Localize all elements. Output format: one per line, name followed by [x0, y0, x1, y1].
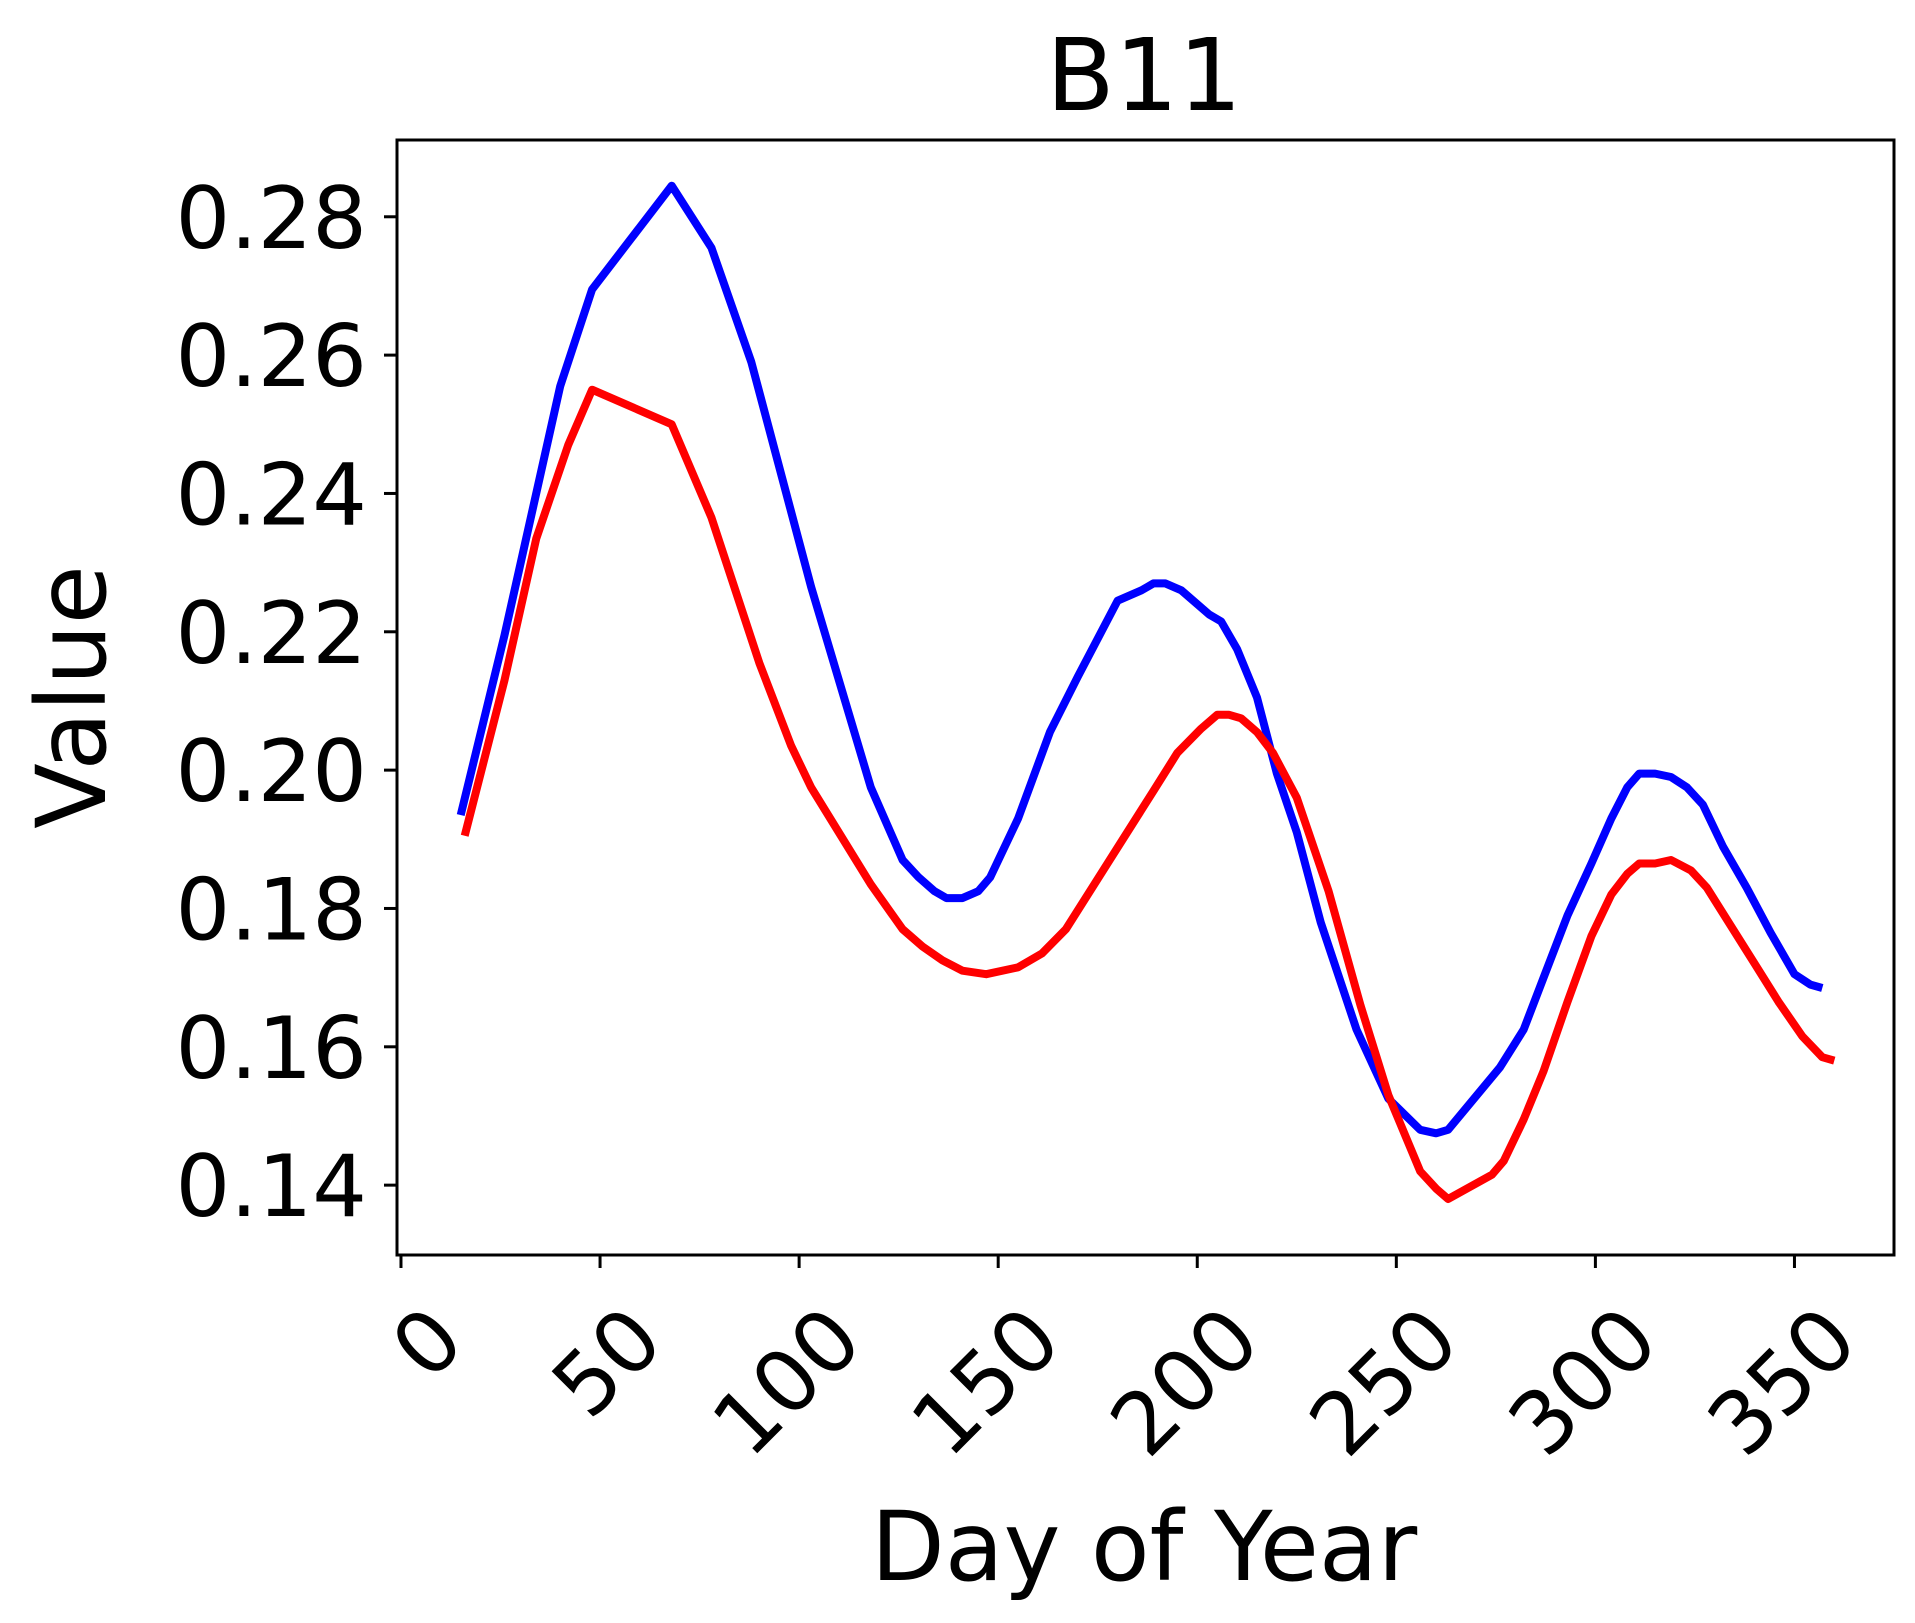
x-tick-label: 150 [893, 1289, 1080, 1476]
x-tick-label: 200 [1092, 1289, 1279, 1476]
y-tick-label: 0.20 [176, 722, 367, 822]
chart-title: B11 [1046, 17, 1242, 134]
y-tick-label: 0.22 [176, 584, 367, 684]
x-tick-label: 100 [694, 1289, 881, 1476]
x-tick-label: 300 [1490, 1289, 1677, 1476]
y-tick-label: 0.18 [176, 860, 367, 960]
y-axis-title: Value [16, 565, 128, 829]
series-line-2 [460, 385, 1836, 1203]
x-tick-label: 350 [1689, 1289, 1876, 1476]
x-tick-label: 250 [1291, 1289, 1478, 1476]
y-tick-label: 0.26 [176, 307, 367, 407]
x-axis-title: Day of Year [871, 1491, 1418, 1603]
plot-area [395, 138, 1896, 1257]
series-layer [456, 181, 1836, 1203]
x-tick-label: 0 [373, 1289, 482, 1398]
y-tick-label: 0.24 [176, 445, 367, 545]
y-tick-label: 0.16 [176, 999, 367, 1099]
x-axis: 0 50 100 150 200 250 300 350 [373, 1255, 1876, 1476]
plot-frame [395, 138, 1896, 1257]
y-tick-label: 0.28 [176, 169, 367, 269]
series-line-1 [456, 181, 1824, 1138]
x-tick-label: 50 [533, 1289, 681, 1437]
y-tick-label: 0.14 [176, 1137, 367, 1237]
y-axis: 0.14 0.16 0.18 0.20 0.22 0.24 0.26 0.28 [176, 169, 397, 1237]
